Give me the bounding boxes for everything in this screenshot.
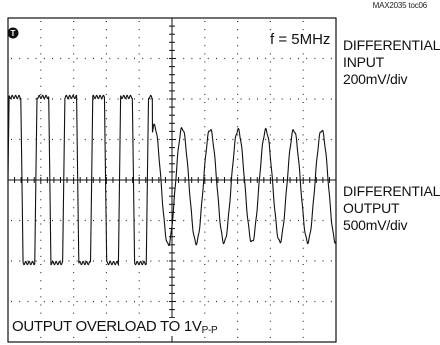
overload-annotation: OUTPUT OVERLOAD TO 1VP-P bbox=[10, 318, 220, 336]
output-label-line-1: DIFFERENTIAL bbox=[343, 183, 440, 199]
svg-text:T: T bbox=[11, 29, 16, 38]
output-label-line-2: OUTPUT bbox=[343, 199, 400, 216]
frequency-label: f = 5MHz bbox=[268, 31, 333, 48]
waveform-traces bbox=[7, 94, 337, 267]
overload-text: OUTPUT OVERLOAD TO 1V bbox=[12, 318, 202, 335]
plot-grid bbox=[7, 17, 336, 342]
input-label-line-2: INPUT bbox=[343, 53, 385, 70]
input-label-line-3: 200mV/div bbox=[343, 70, 408, 87]
chart-id-tag: MAX2035 toc06 bbox=[372, 1, 428, 10]
trigger-marker-icon: T bbox=[7, 27, 19, 39]
output-trace bbox=[7, 94, 337, 267]
output-channel-label: DIFFERENTIAL OUTPUT 500mV/div bbox=[343, 183, 440, 233]
overload-subscript: P-P bbox=[201, 325, 218, 336]
input-label-line-1: DIFFERENTIAL bbox=[343, 37, 440, 53]
input-channel-label: DIFFERENTIAL INPUT 200mV/div bbox=[343, 37, 440, 87]
output-label-line-3: 500mV/div bbox=[343, 216, 408, 233]
